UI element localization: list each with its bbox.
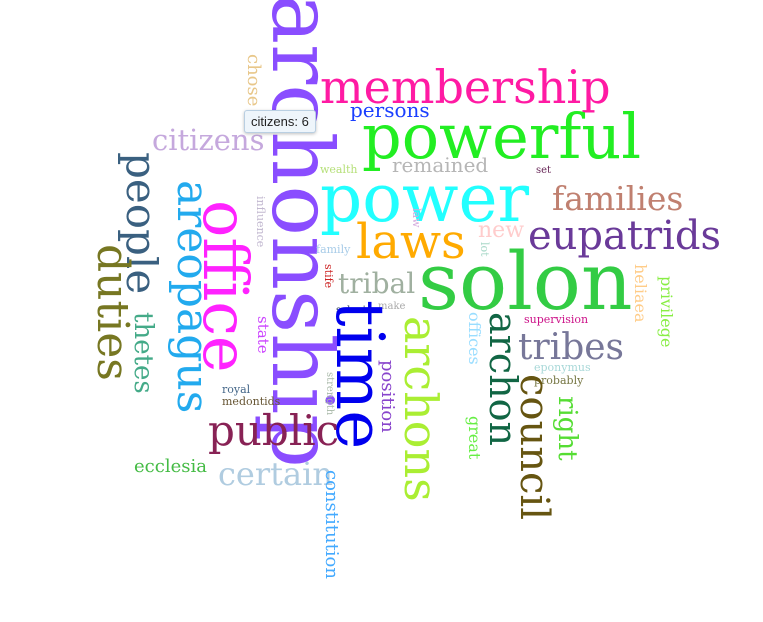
word-chose[interactable]: chose xyxy=(243,54,264,107)
word-constitution[interactable]: constitution xyxy=(321,470,342,579)
word-right[interactable]: right xyxy=(552,396,582,461)
word-solons[interactable]: solon's xyxy=(336,305,371,316)
word-certain[interactable]: certain xyxy=(218,455,333,493)
word-offices[interactable]: offices xyxy=(465,312,484,365)
word-tribes[interactable]: tribes xyxy=(518,327,625,368)
word-powerful[interactable]: powerful xyxy=(362,100,642,173)
word-ecclesia[interactable]: ecclesia xyxy=(134,456,207,477)
word-solon[interactable]: solon xyxy=(418,235,633,328)
word-membership[interactable]: membership xyxy=(320,60,611,114)
word-law[interactable]: law xyxy=(410,208,423,228)
word-office[interactable]: office xyxy=(189,200,262,373)
word-state[interactable]: state xyxy=(254,316,272,354)
word-archons[interactable]: archons xyxy=(394,316,448,502)
word-great[interactable]: great xyxy=(465,416,484,460)
word-families[interactable]: families xyxy=(552,179,684,218)
word-medontids[interactable]: medontids xyxy=(222,395,281,408)
word-probably[interactable]: probably xyxy=(534,374,584,387)
word-persons[interactable]: persons xyxy=(350,98,430,122)
word-privilege[interactable]: privilege xyxy=(657,276,676,348)
word-make[interactable]: make xyxy=(378,301,406,312)
word-royal[interactable]: royal xyxy=(222,383,251,396)
word-heliaea[interactable]: heliaea xyxy=(631,264,650,323)
word-position[interactable]: position xyxy=(377,360,398,433)
word-council[interactable]: council xyxy=(511,374,557,520)
word-laws[interactable]: laws xyxy=(356,214,466,270)
word-new[interactable]: new xyxy=(478,218,525,243)
word-set[interactable]: set xyxy=(536,165,552,176)
tooltip-text: citizens: 6 xyxy=(251,114,309,129)
word-eponymus[interactable]: eponymus xyxy=(534,361,591,374)
word-supervision[interactable]: supervision xyxy=(524,313,589,326)
word-tooltip: citizens: 6 xyxy=(244,110,316,133)
word-eupatrids[interactable]: eupatrids xyxy=(528,213,722,259)
word-power[interactable]: power xyxy=(320,160,530,237)
word-stife[interactable]: stife xyxy=(322,264,335,289)
word-tribal[interactable]: tribal xyxy=(338,267,416,300)
word-wealth[interactable]: wealth xyxy=(320,163,358,176)
word-thetes[interactable]: thetes xyxy=(128,312,158,394)
word-influence[interactable]: influence xyxy=(254,196,267,248)
word-public[interactable]: public xyxy=(208,406,340,455)
word-remained[interactable]: remained xyxy=(392,153,489,177)
word-family[interactable]: family xyxy=(316,243,351,256)
